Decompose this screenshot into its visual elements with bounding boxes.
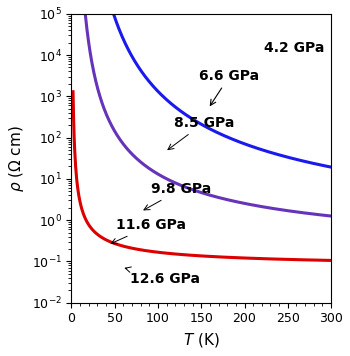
Text: 6.6 GPa: 6.6 GPa	[199, 69, 260, 105]
Y-axis label: $\rho$ ($\Omega$ cm): $\rho$ ($\Omega$ cm)	[7, 125, 26, 192]
Text: 8.5 GPa: 8.5 GPa	[168, 116, 234, 150]
Text: 9.8 GPa: 9.8 GPa	[144, 182, 211, 210]
Text: 11.6 GPa: 11.6 GPa	[111, 218, 186, 244]
X-axis label: $T$ (K): $T$ (K)	[183, 331, 219, 349]
Text: 4.2 GPa: 4.2 GPa	[264, 41, 324, 55]
Text: 12.6 GPa: 12.6 GPa	[125, 267, 200, 286]
